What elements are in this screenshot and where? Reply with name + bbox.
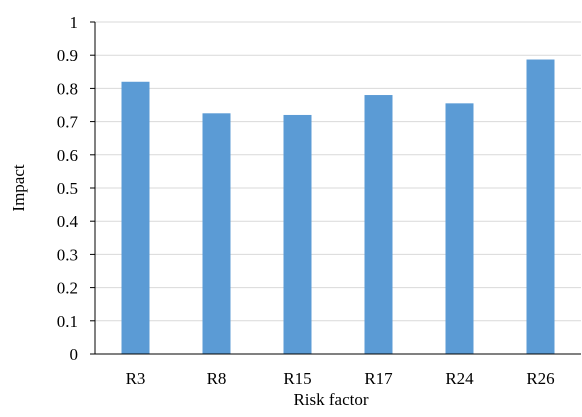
bar-layer — [121, 59, 555, 355]
y-tick-label: 0 — [70, 345, 79, 364]
x-tick-label: R8 — [207, 369, 227, 388]
y-axis-title: Impact — [9, 164, 28, 211]
x-tick-label: R15 — [283, 369, 311, 388]
bar-r3 — [121, 81, 150, 354]
grid-layer — [95, 21, 581, 322]
bar-r15 — [283, 114, 312, 355]
y-tick-label: 0.2 — [57, 279, 78, 298]
bar-r17 — [364, 95, 393, 354]
y-tick-label: 0.7 — [57, 113, 79, 132]
bar-r26 — [526, 59, 555, 355]
bar-r8 — [202, 113, 231, 354]
x-tick-label: R17 — [364, 369, 393, 388]
x-tick-label: R3 — [126, 369, 146, 388]
y-tick-label: 1 — [70, 13, 79, 32]
y-tick-label: 0.3 — [57, 245, 78, 264]
x-tick-label: R26 — [526, 369, 554, 388]
y-tick-labels: 0 0.1 0.2 0.3 0.4 0.5 0.6 0.7 0.8 0.9 1 — [57, 13, 79, 364]
x-tick-labels: R3 R8 R15 R17 R24 R26 — [126, 369, 555, 388]
y-tick-label: 0.8 — [57, 79, 78, 98]
y-tick-label: 0.1 — [57, 312, 78, 331]
x-tick-label: R24 — [445, 369, 474, 388]
y-tick-label: 0.6 — [57, 146, 78, 165]
y-tick-label: 0.4 — [57, 212, 79, 231]
x-axis-title: Risk factor — [293, 390, 368, 409]
y-tick-label: 0.9 — [57, 46, 78, 65]
bar-r24 — [445, 103, 474, 354]
axis-layer — [90, 21, 581, 355]
y-tick-label: 0.5 — [57, 179, 78, 198]
